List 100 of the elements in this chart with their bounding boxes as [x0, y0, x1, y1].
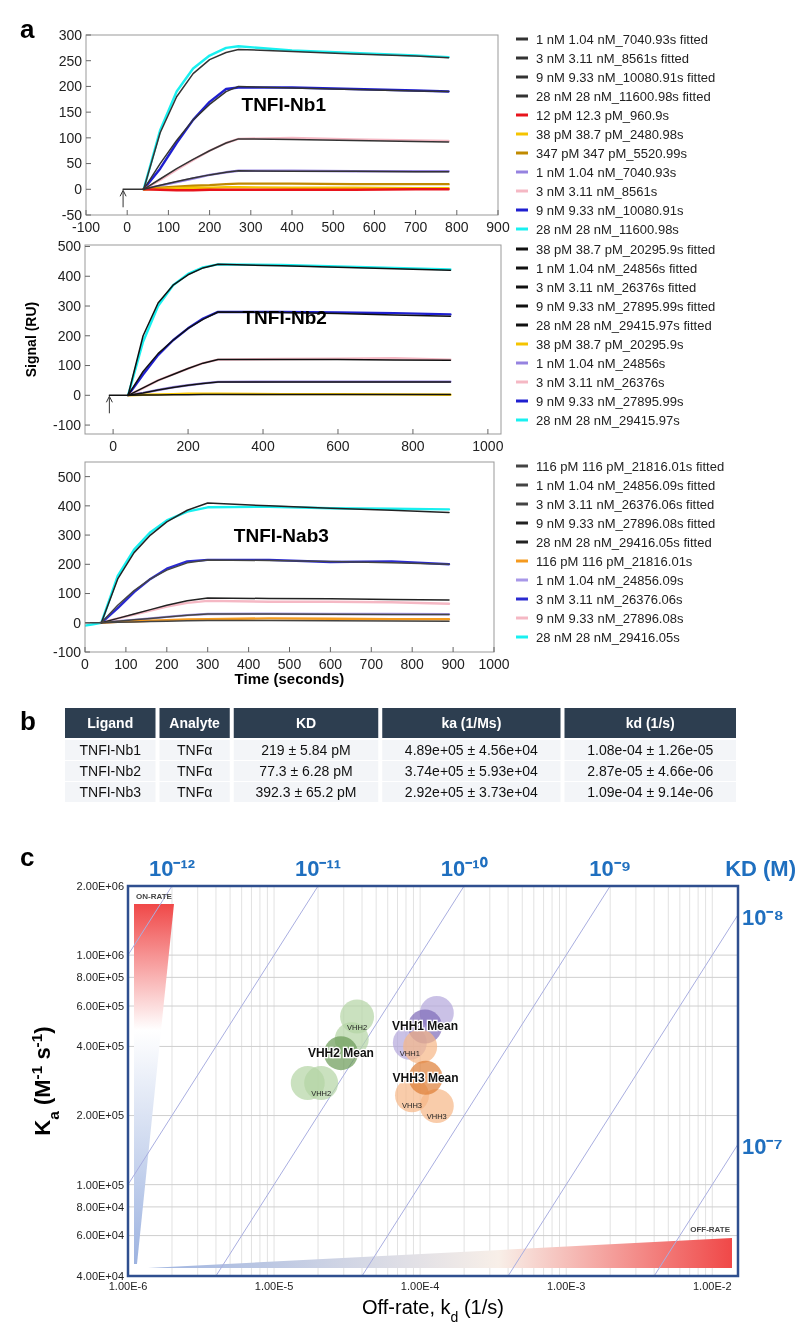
text: 3.74e+05 ± 5.93e+04 — [404, 763, 538, 779]
x-tick-label: 800 — [401, 438, 425, 454]
text: TNFα — [176, 763, 213, 779]
y-tick-label: 1.00E+06 — [76, 948, 124, 961]
text: KD (M) — [725, 856, 796, 881]
x-tick-label: 1.00E-5 — [254, 1280, 294, 1292]
y-tick-label: 0 — [74, 181, 83, 198]
y-tick-label: -100 — [52, 643, 82, 660]
legend-label: 116 pM 116 pM_21816.01s fitted — [536, 459, 725, 474]
annotation: ON-RATE — [136, 892, 173, 901]
x-axis-title: Off-rate, k$_{d}$ (1/s) — [362, 1296, 504, 1325]
x-tick-label: 500 — [321, 219, 346, 235]
x-tick-label: 1.00E-2 — [693, 1280, 732, 1292]
y-axis-title: Signal (RU) — [23, 301, 39, 378]
y-tick-label: 8.00E+04 — [76, 1200, 124, 1213]
x-tick-label: 1.00E-6 — [108, 1280, 148, 1292]
legend-label: 3 nM 3.11 nM_8561s fitted — [536, 51, 689, 66]
y-tick-label: 1.00E+05 — [76, 1178, 124, 1191]
legend-label: 3 nM 3.11 nM_8561s — [536, 184, 658, 199]
category-label: KD — [295, 715, 317, 731]
y-tick-label: 2.00E+06 — [76, 879, 124, 892]
legend-label: 28 nM 28 nM_29416.05s — [536, 630, 681, 645]
text: 1.08e-04 ± 1.26e-05 — [587, 742, 714, 758]
legend-label: 9 nM 9.33 nM_27896.08s — [536, 611, 684, 626]
series-label: 10⁻¹⁰ — [440, 856, 488, 881]
category-label: Analyte — [169, 715, 221, 731]
y-tick-label: 400 — [57, 268, 82, 285]
text: TNFα — [176, 784, 213, 800]
annotation: TNFI-Nb1 — [241, 93, 327, 115]
x-tick-label: 300 — [196, 656, 220, 672]
legend-label: 1 nM 1.04 nM_24856s fitted — [536, 261, 698, 276]
x-tick-label: 500 — [277, 656, 302, 672]
series-label: 10⁻⁷ — [742, 1134, 783, 1160]
chart-title: c — [20, 842, 35, 872]
legend-label: 38 pM 38.7 pM_20295.9s — [536, 337, 684, 352]
legend-label: 1 nM 1.04 nM_7040.93s — [536, 165, 677, 180]
y-tick-label: 400 — [57, 497, 82, 514]
text: TNFα — [176, 742, 213, 758]
legend-label: 9 nM 9.33 nM_27895.99s — [536, 394, 684, 409]
series-label: VHH1 Mean — [392, 1019, 459, 1034]
text: TNFI-Nb3 — [79, 784, 141, 800]
y-tick-label: 200 — [57, 556, 82, 573]
y-tick-label: 100 — [58, 129, 83, 146]
x-tick-label: 900 — [486, 219, 510, 235]
category-label: kd (1/s) — [625, 715, 675, 731]
x-tick-label: 200 — [176, 438, 200, 454]
y-tick-label: 300 — [57, 526, 82, 543]
y-tick-label: 500 — [57, 238, 82, 255]
x-tick-label: 400 — [251, 438, 275, 454]
y-tick-label: -50 — [61, 206, 83, 223]
category-label: Ligand — [87, 715, 134, 731]
legend-label: 38 pM 38.7 pM_2480.98s — [536, 127, 684, 142]
y-tick-label: 100 — [57, 357, 82, 374]
legend-label: 38 pM 38.7 pM_20295.9s fitted — [536, 242, 716, 257]
x-tick-label: 100 — [156, 219, 181, 235]
legend-label: 9 nM 9.33 nM_10080.91s fitted — [536, 70, 716, 85]
y-tick-label: 6.00E+05 — [76, 999, 124, 1012]
y-tick-label: 500 — [57, 468, 82, 485]
y-tick-label: 6.00E+04 — [76, 1229, 124, 1242]
y-tick-label: 0 — [73, 614, 82, 631]
y-tick-label: 4.00E+05 — [76, 1040, 124, 1053]
text: 4.89e+05 ± 4.56e+04 — [404, 742, 538, 758]
annotation: TNFI-Nab3 — [233, 524, 329, 546]
text: TNFI-Nb2 — [79, 763, 141, 779]
legend-label: 28 nM 28 nM_11600.98s fitted — [536, 89, 711, 104]
legend-label: 1 nM 1.04 nM_7040.93s fitted — [536, 32, 709, 47]
y-tick-label: 2.00E+05 — [76, 1109, 124, 1122]
y-tick-label: 100 — [57, 585, 82, 602]
x-tick-label: 200 — [155, 656, 179, 672]
x-tick-label: 800 — [400, 656, 425, 672]
legend-label: 12 pM 12.3 pM_960.9s — [536, 108, 670, 123]
chart-title: a — [20, 14, 35, 44]
x-tick-label: 100 — [114, 656, 138, 672]
legend-label: 1 nM 1.04 nM_24856s — [536, 356, 666, 371]
y-tick-label: 250 — [58, 52, 83, 69]
legend-label: 28 nM 28 nM_29416.05s fitted — [536, 535, 712, 550]
y-tick-label: 150 — [58, 104, 83, 121]
x-tick-label: 200 — [197, 219, 222, 235]
text: b — [20, 706, 36, 736]
y-tick-label: 8.00E+05 — [76, 971, 124, 984]
x-tick-label: 900 — [441, 656, 465, 672]
text: 1.09e-04 ± 9.14e-06 — [587, 784, 714, 800]
y-tick-label: 4.00E+04 — [76, 1269, 124, 1282]
text: 2.92e+05 ± 3.73e+04 — [404, 784, 538, 800]
text: 219 ± 5.84 pM — [261, 742, 351, 758]
text: 77.3 ± 6.28 pM — [259, 763, 353, 779]
x-tick-label: 700 — [359, 656, 384, 672]
text: TNFI-Nb1 — [79, 742, 141, 758]
text: 392.3 ± 65.2 pM — [255, 784, 357, 800]
legend-label: 3 nM 3.11 nM_26376s fitted — [536, 280, 697, 295]
y-tick-label: 50 — [66, 155, 83, 172]
x-tick-label: 600 — [318, 656, 343, 672]
x-tick-label: 1.00E-4 — [400, 1280, 440, 1292]
series-label: 10⁻¹² — [148, 856, 196, 881]
y-tick-label: 0 — [73, 387, 82, 404]
legend-label: 3 nM 3.11 nM_26376.06s fitted — [536, 497, 715, 512]
y-tick-label: -100 — [52, 416, 82, 433]
legend-label: 3 nM 3.11 nM_26376s — [536, 375, 665, 390]
legend-label: 1 nM 1.04 nM_24856.09s — [536, 573, 684, 588]
x-tick-label: 800 — [445, 219, 469, 235]
